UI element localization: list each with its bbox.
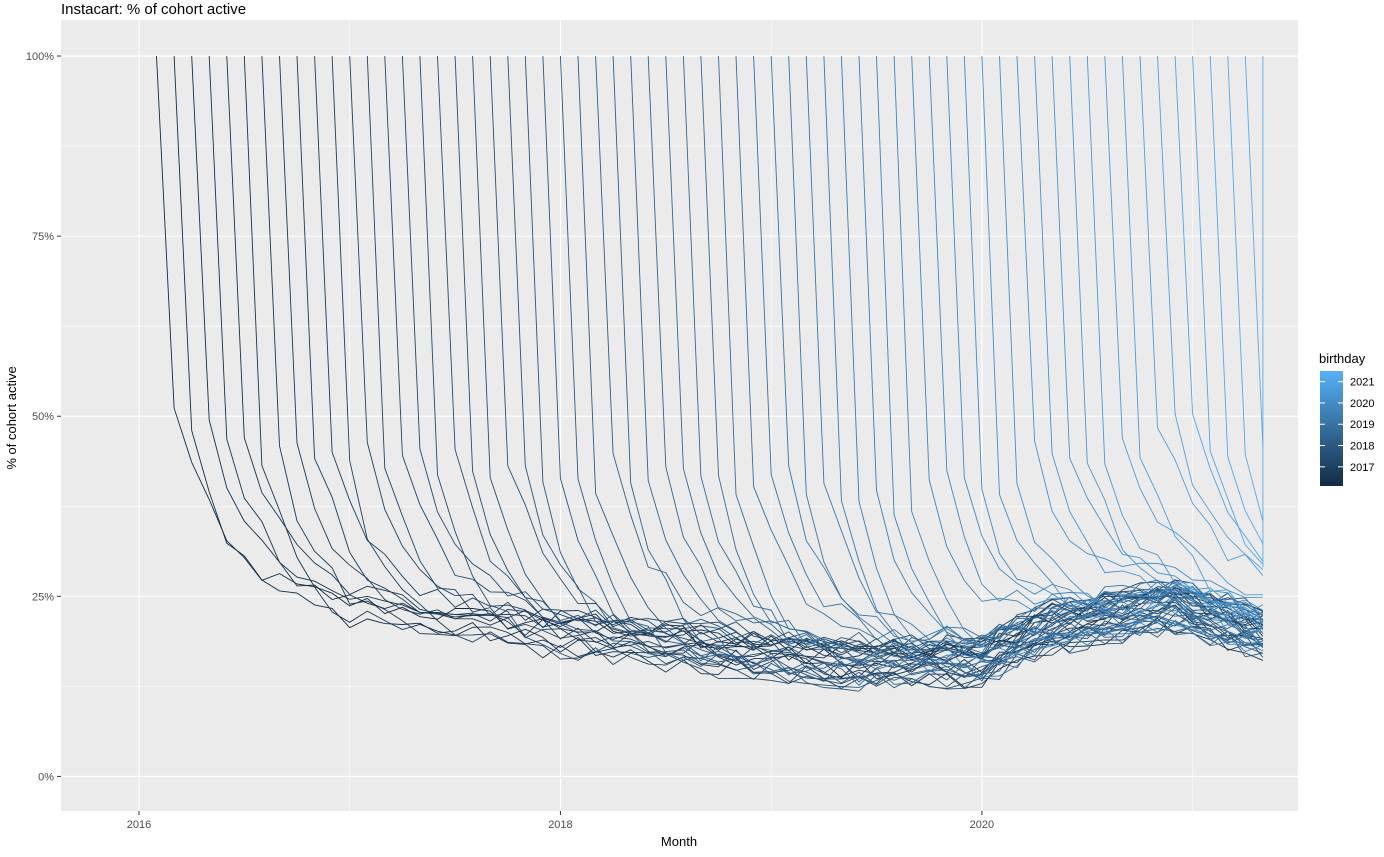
cohort-series-line xyxy=(524,55,1264,688)
cohort-series-line xyxy=(1034,55,1264,631)
cohort-series-line xyxy=(1104,55,1263,596)
cohort-series-line xyxy=(1069,55,1264,622)
legend-label: 2021 xyxy=(1350,377,1374,389)
x-tick-label: 2020 xyxy=(970,819,994,831)
x-tick-label: 2018 xyxy=(548,819,572,831)
cohort-series-line xyxy=(559,55,1263,692)
cohort-series-line xyxy=(718,55,1263,677)
cohort-series-line xyxy=(1157,55,1264,576)
legend-colorbar xyxy=(1320,371,1343,486)
legend-label: 2018 xyxy=(1350,441,1374,453)
cohort-series-line xyxy=(840,55,1264,668)
y-axis: 0% 25% 50% 75% 100% xyxy=(26,51,61,783)
cohort-series-line xyxy=(682,55,1264,663)
x-axis-title: Month xyxy=(661,834,697,849)
y-tick-label: 100% xyxy=(26,51,54,63)
cohort-series-line xyxy=(876,55,1263,665)
y-tick-label: 0% xyxy=(38,771,54,783)
y-tick-label: 75% xyxy=(32,231,54,243)
cohort-series-line xyxy=(1121,55,1264,623)
legend-label: 2019 xyxy=(1350,419,1374,431)
cohort-series-line xyxy=(1051,55,1264,616)
legend-ticks: 2021 2020 2019 2018 2017 xyxy=(1320,377,1374,474)
y-axis-title: % of cohort active xyxy=(4,366,19,469)
cohort-series-line xyxy=(1209,55,1264,544)
cohort-series-line xyxy=(770,55,1264,648)
cohort-series-line xyxy=(1227,55,1264,522)
cohort-series-line xyxy=(700,55,1264,669)
cohort-series-line xyxy=(893,55,1263,656)
cohort-series-line xyxy=(437,55,1264,659)
y-tick-label: 50% xyxy=(32,411,54,423)
cohort-series-line xyxy=(1139,55,1264,571)
cohort-series-line xyxy=(1086,55,1264,633)
cohort-series-line xyxy=(858,55,1264,642)
cohort-series-line xyxy=(1016,55,1263,599)
cohort-series-line xyxy=(823,55,1264,678)
legend-label: 2020 xyxy=(1350,398,1374,410)
x-tick-label: 2016 xyxy=(127,819,151,831)
plot-panel xyxy=(61,20,1298,811)
minor-gridlines xyxy=(61,20,1298,811)
cohort-series-line xyxy=(1244,55,1264,447)
y-tick-label: 25% xyxy=(32,591,54,603)
legend-title: birthday xyxy=(1319,351,1366,366)
cohort-series-line xyxy=(1192,55,1264,565)
cohort-series-line xyxy=(981,55,1264,639)
cohort-series-line xyxy=(735,55,1264,654)
cohort-series-line xyxy=(612,55,1263,686)
cohort-series-line xyxy=(314,55,1264,655)
cohort-series-line xyxy=(805,55,1264,647)
cohort-series-line xyxy=(419,55,1263,689)
cohort-series-line xyxy=(999,55,1264,637)
cohort-series-line xyxy=(1174,55,1264,562)
legend: birthday 2021 2020 2019 2018 2017 xyxy=(1319,351,1374,486)
cohort-series-line xyxy=(788,55,1264,664)
legend-label: 2017 xyxy=(1350,462,1374,474)
cohort-series-layer xyxy=(156,55,1264,692)
cohort-series-line xyxy=(507,55,1264,669)
x-axis: 2016 2018 2020 xyxy=(127,811,994,831)
cohort-series-line xyxy=(963,55,1264,646)
chart-title: Instacart: % of cohort active xyxy=(61,1,246,18)
